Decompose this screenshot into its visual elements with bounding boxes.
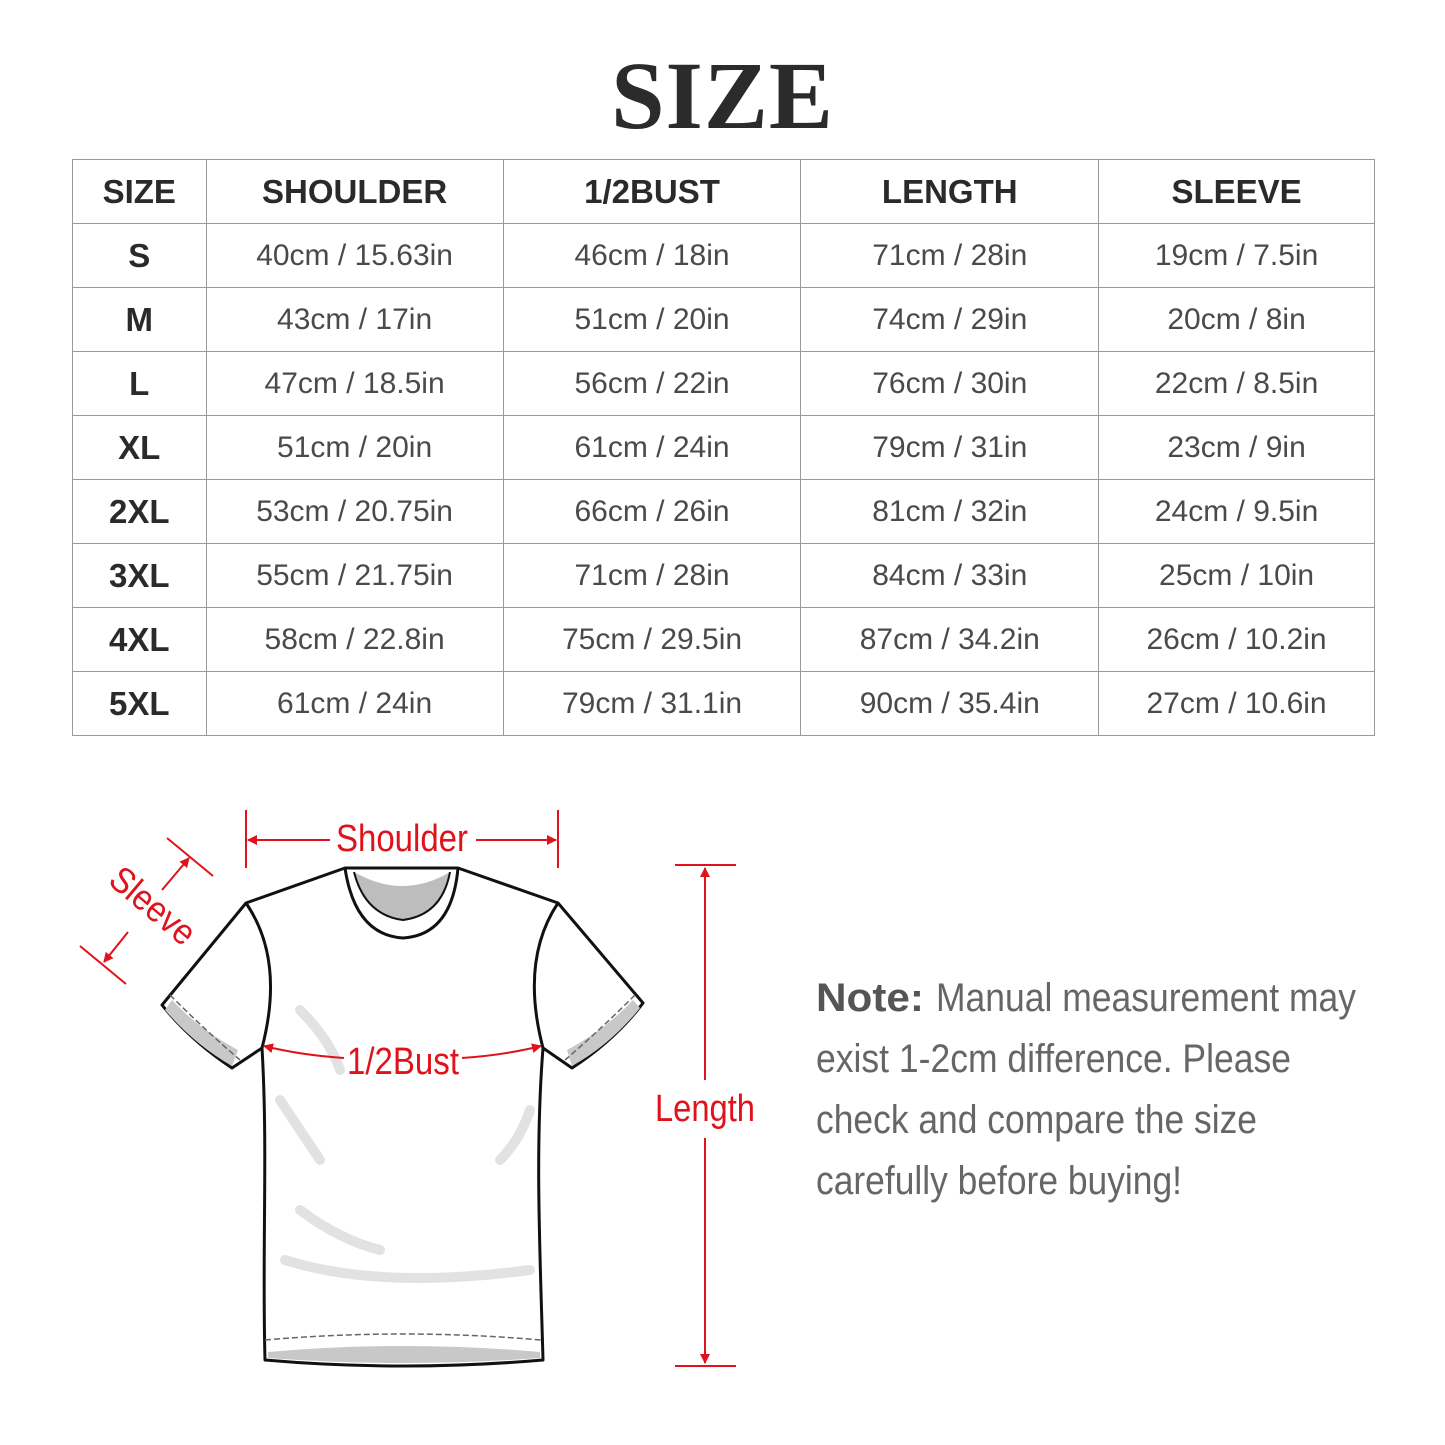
table-row: XL 51cm / 20in 61cm / 24in 79cm / 31in 23cm …: [72, 415, 1375, 480]
tshirt-icon: [160, 866, 645, 1368]
measurement-cell: 61cm / 24in: [502, 415, 802, 480]
measurement-cell: 46cm / 18in: [502, 223, 802, 288]
table-row: 5XL 61cm / 24in 79cm / 31.1in 90cm / 35.4in…: [72, 671, 1375, 736]
page-title: SIZE: [611, 42, 834, 149]
measurement-cell: 58cm / 22.8in: [205, 607, 504, 672]
size-cell: S: [72, 223, 207, 288]
measurement-cell: 51cm / 20in: [205, 415, 504, 480]
size-cell: 5XL: [72, 671, 207, 736]
bust-measure: [263, 1043, 542, 1059]
measurement-cell: 61cm / 24in: [205, 671, 504, 736]
measurement-cell: 53cm / 20.75in: [205, 479, 504, 544]
measurement-cell: 66cm / 26in: [502, 479, 802, 544]
note-line-2: exist 1-2cm difference. Please: [816, 1037, 1291, 1081]
note: Note: Manual measurement may exist 1-2cm…: [816, 976, 1356, 1203]
note-line-3: check and compare the size: [816, 1098, 1257, 1142]
note-line-4: carefully before buying!: [816, 1159, 1182, 1203]
measurement-cell: 71cm / 28in: [502, 543, 802, 608]
measurement-cell: 75cm / 29.5in: [502, 607, 802, 672]
measurement-cell: 76cm / 30in: [800, 351, 1100, 416]
length-measure: [675, 864, 736, 1367]
bust-label: 1/2Bust: [347, 1041, 459, 1083]
table-row: S 40cm / 15.63in 46cm / 18in 71cm / 28in 19c…: [72, 223, 1375, 288]
table-row: 2XL 53cm / 20.75in 66cm / 26in 81cm / 32in 2…: [72, 479, 1375, 544]
size-table: SIZE SHOULDER 1/2BUST LENGTH SLEEVE S 40cm / …: [72, 159, 1375, 736]
measurement-cell: 22cm / 8.5in: [1098, 351, 1375, 416]
measurement-cell: 81cm / 32in: [800, 479, 1100, 544]
measurement-cell: 27cm / 10.6in: [1098, 671, 1375, 736]
note-label: Note:: [816, 976, 924, 1020]
measurement-cell: 90cm / 35.4in: [800, 671, 1100, 736]
measurement-cell: 84cm / 33in: [800, 543, 1100, 608]
measurement-cell: 74cm / 29in: [800, 287, 1100, 352]
size-cell: 4XL: [72, 607, 207, 672]
sleeve-label: Sleeve: [102, 858, 205, 954]
measurement-cell: 24cm / 9.5in: [1098, 479, 1375, 544]
measurement-cell: 79cm / 31.1in: [502, 671, 802, 736]
measurement-cell: 47cm / 18.5in: [205, 351, 504, 416]
measurement-cell: 79cm / 31in: [800, 415, 1100, 480]
measurement-cell: 55cm / 21.75in: [205, 543, 504, 608]
measurement-cell: 19cm / 7.5in: [1098, 223, 1375, 288]
measurement-cell: 25cm / 10in: [1098, 543, 1375, 608]
size-cell: 2XL: [72, 479, 207, 544]
sleeve-measure: [79, 837, 214, 985]
table-row: L 47cm / 18.5in 56cm / 22in 76cm / 30in 22cm…: [72, 351, 1375, 416]
size-cell: 3XL: [72, 543, 207, 608]
measurement-cell: 20cm / 8in: [1098, 287, 1375, 352]
column-header-size: SIZE: [72, 159, 207, 224]
size-cell: L: [72, 351, 207, 416]
table-row: M 43cm / 17in 51cm / 20in 74cm / 29in 20cm /…: [72, 287, 1375, 352]
column-header-length: LENGTH: [800, 159, 1100, 224]
size-cell: M: [72, 287, 207, 352]
shoulder-measure: [245, 810, 559, 868]
measurement-cell: 26cm / 10.2in: [1098, 607, 1375, 672]
measurement-cell: 56cm / 22in: [502, 351, 802, 416]
length-label: Length: [655, 1088, 755, 1130]
column-header-1-2bust: 1/2BUST: [502, 159, 802, 224]
table-row: 3XL 55cm / 21.75in 71cm / 28in 84cm / 33in 2…: [72, 543, 1375, 608]
measurement-cell: 23cm / 9in: [1098, 415, 1375, 480]
note-line-1: Manual measurement may: [936, 976, 1356, 1020]
measurement-cell: 43cm / 17in: [205, 287, 504, 352]
column-header-sleeve: SLEEVE: [1098, 159, 1375, 224]
measurement-cell: 51cm / 20in: [502, 287, 802, 352]
shoulder-label: Shoulder: [336, 818, 468, 860]
measurement-cell: 40cm / 15.63in: [205, 223, 504, 288]
table-header-row: SIZE SHOULDER 1/2BUST LENGTH SLEEVE: [72, 159, 1375, 224]
